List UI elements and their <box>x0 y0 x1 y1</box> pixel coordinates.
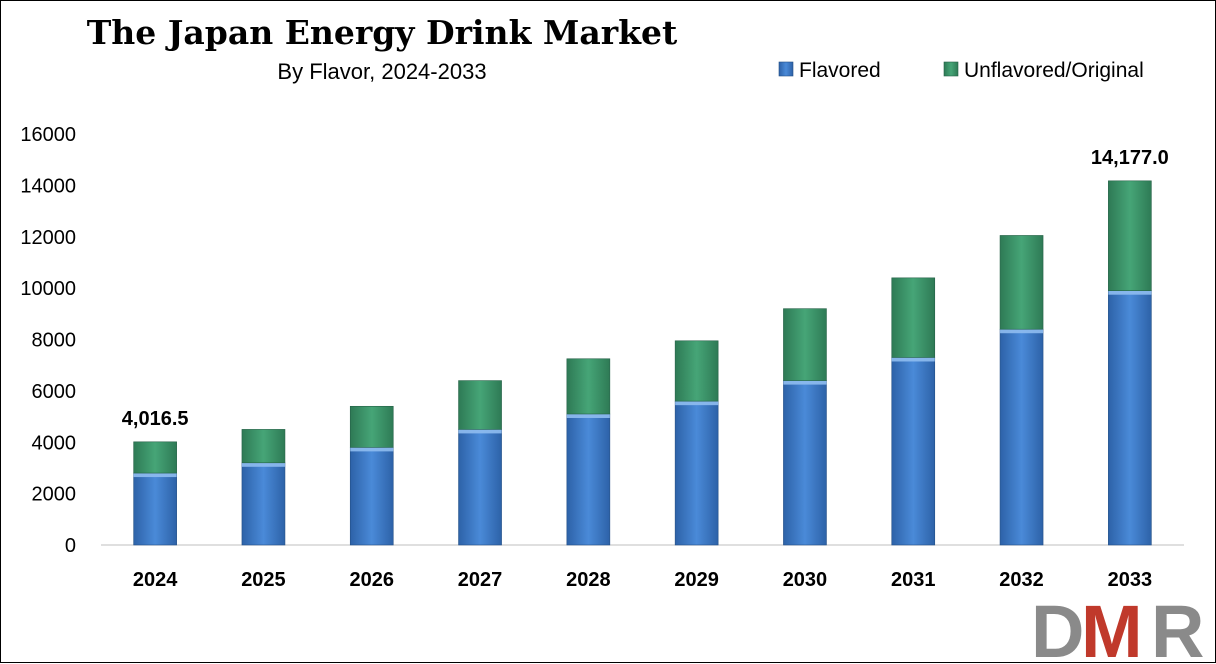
bar-unflavored <box>674 340 719 402</box>
bar-unflavored <box>241 429 286 464</box>
bar-flavored <box>783 380 827 546</box>
bar-flavored <box>133 472 177 546</box>
y-tick-label: 10000 <box>20 278 76 300</box>
x-tick-label: 2031 <box>891 569 936 591</box>
legend-label-flavored: Flavored <box>799 59 881 82</box>
x-tick-label: 2029 <box>674 569 719 591</box>
chart-subtitle: By Flavor, 2024-2033 <box>277 59 486 84</box>
bar-unflavored <box>891 277 936 358</box>
data-labels: 4,016.5 14,177.0 <box>122 147 1169 430</box>
bar-flavored-top-highlight <box>891 357 935 362</box>
chart-title: The Japan Energy Drink Market <box>87 13 678 52</box>
bar-unflavored <box>783 308 827 381</box>
bars <box>133 180 1152 546</box>
bar-unflavored <box>349 405 394 448</box>
x-tick-label: 2030 <box>783 569 828 591</box>
y-tick-label: 2000 <box>32 484 77 506</box>
x-tick-label: 2028 <box>566 569 611 591</box>
bar-flavored <box>458 429 502 546</box>
legend: Flavored Unflavored/Original <box>778 59 1144 82</box>
bar-unflavored <box>566 358 611 415</box>
data-label: 14,177.0 <box>1091 147 1169 169</box>
y-tick-label: 8000 <box>32 330 77 352</box>
x-tick-label: 2032 <box>999 569 1044 591</box>
y-tick-label: 16000 <box>20 124 76 146</box>
y-tick-label: 4000 <box>32 432 77 454</box>
bar-flavored-top-highlight <box>1000 329 1044 334</box>
x-tick-label: 2025 <box>241 569 286 591</box>
bar-flavored <box>1108 290 1152 546</box>
bar-flavored <box>891 357 936 546</box>
logo-letter-r: R <box>1151 590 1204 664</box>
x-tick-label: 2024 <box>133 569 178 591</box>
bar-flavored-top-highlight <box>566 413 610 418</box>
x-axis: 2024 2025 2026 2027 2028 2029 2030 2031 2032 2033 <box>133 569 1152 591</box>
y-tick-label: 6000 <box>32 381 77 403</box>
data-label: 4,016.5 <box>122 408 189 430</box>
bar-flavored <box>349 447 394 546</box>
bar-flavored-top-highlight <box>458 429 502 434</box>
bar-unflavored <box>1108 180 1152 291</box>
bar-flavored <box>241 462 286 546</box>
bar-unflavored <box>999 235 1044 330</box>
bar-flavored-top-highlight <box>675 401 719 406</box>
legend-swatch-flavored <box>778 61 794 77</box>
bar-flavored-top-highlight <box>350 447 394 452</box>
bar-flavored <box>674 400 719 546</box>
x-tick-label: 2033 <box>1108 569 1153 591</box>
legend-label-unflavored: Unflavored/Original <box>964 59 1144 82</box>
bar-flavored-top-highlight <box>783 380 827 385</box>
x-tick-label: 2027 <box>458 569 503 591</box>
y-tick-label: 12000 <box>20 227 76 249</box>
legend-swatch-unflavored <box>943 61 959 77</box>
dmr-logo: D M R <box>1031 590 1204 664</box>
bar-flavored <box>566 413 611 546</box>
logo-letter-m: M <box>1081 590 1143 664</box>
y-axis: 0 2000 4000 6000 8000 10000 12000 14000 16000 <box>20 124 76 557</box>
bar-flavored-top-highlight <box>241 462 285 467</box>
logo-letter-d: D <box>1031 590 1084 664</box>
bar-flavored-top-highlight <box>133 473 177 478</box>
y-tick-label: 14000 <box>20 175 76 197</box>
y-tick-label: 0 <box>65 535 76 557</box>
bar-flavored-top-highlight <box>1108 290 1152 295</box>
bar-unflavored <box>458 380 502 430</box>
x-tick-label: 2026 <box>350 569 395 591</box>
bar-flavored <box>999 328 1044 546</box>
bar-unflavored <box>133 441 177 474</box>
